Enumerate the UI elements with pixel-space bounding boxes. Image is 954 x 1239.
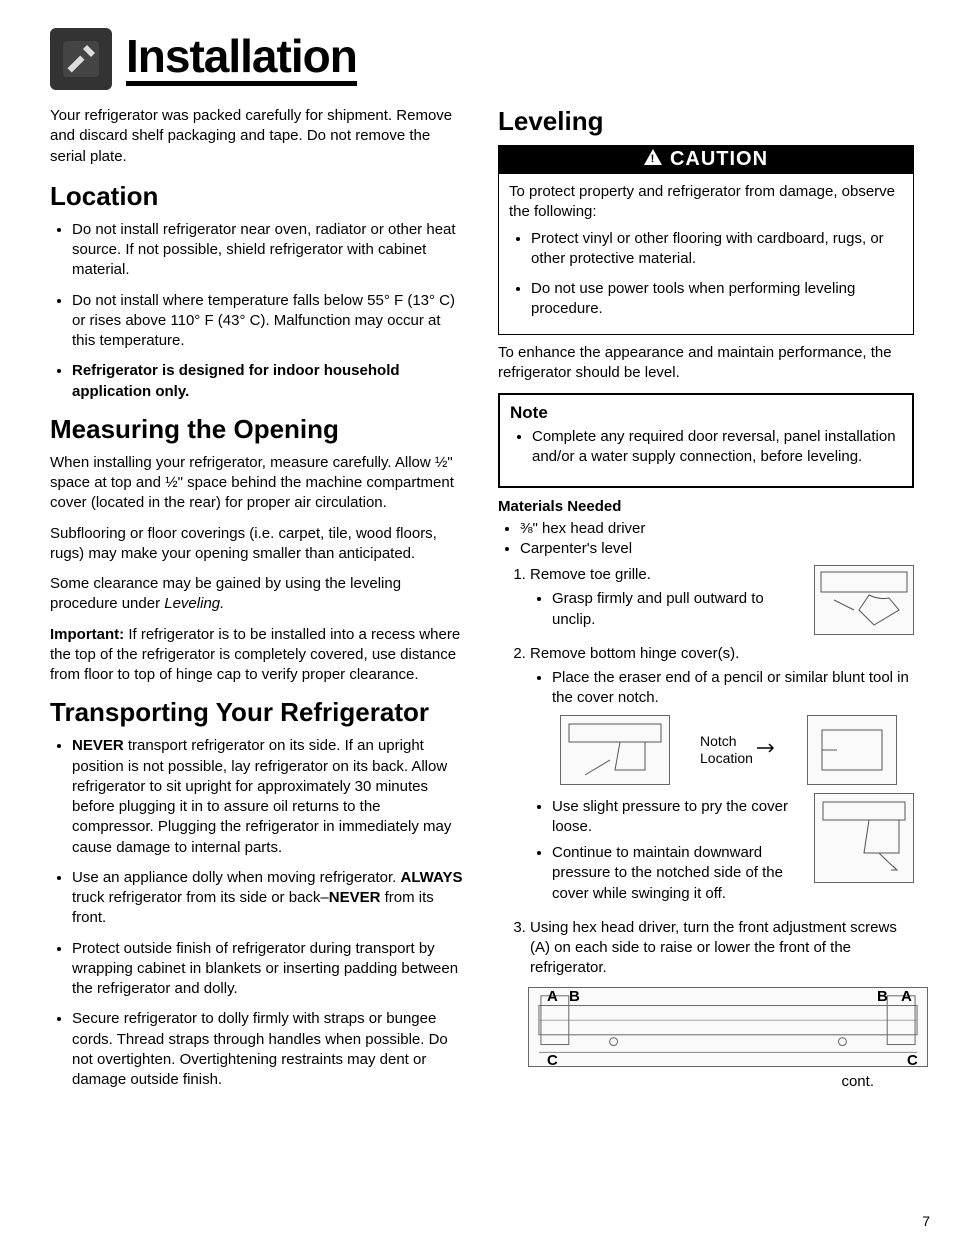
note-box: Note Complete any required door reversal… — [498, 393, 914, 488]
leveling-heading: Leveling — [498, 106, 914, 137]
caution-intro: To protect property and refrigerator fro… — [509, 182, 903, 223]
svg-text:!: ! — [651, 153, 656, 165]
step2-sub1: Place the eraser end of a pencil or simi… — [552, 668, 914, 709]
location-bullet-bold: Refrigerator is designed for indoor hous… — [72, 361, 466, 402]
notch-label: Notch Location — [700, 733, 777, 767]
note-label: Note — [510, 403, 902, 423]
caution-header: ! CAUTION — [498, 145, 914, 174]
right-column: Leveling ! CAUTION To protect property a… — [498, 106, 914, 1100]
measuring-important: Important: If refrigerator is to be inst… — [50, 625, 466, 686]
intro-text: Your refrigerator was packed carefully f… — [50, 106, 466, 167]
measuring-p2: Subflooring or floor coverings (i.e. car… — [50, 524, 466, 565]
transport-heading: Transporting Your Refrigerator — [50, 697, 466, 728]
caution-bullet: Protect vinyl or other flooring with car… — [531, 229, 903, 270]
measuring-heading: Measuring the Opening — [50, 414, 466, 445]
measuring-p3: Some clearance may be gained by using th… — [50, 574, 466, 615]
page-header: Installation — [50, 28, 914, 90]
material-item: ⅜" hex head driver — [520, 519, 914, 539]
hinge-cover-figure-right — [807, 715, 897, 785]
step1-sub: Grasp firmly and pull outward to unclip. — [552, 589, 804, 630]
arrow-right-icon — [757, 741, 777, 758]
location-bullet: Do not install refrigerator near oven, r… — [72, 220, 466, 281]
leveling-after-caution: To enhance the appearance and maintain p… — [498, 343, 914, 384]
measuring-p1: When installing your refrigerator, measu… — [50, 453, 466, 514]
hinge-cover-figure-left — [560, 715, 670, 785]
location-bullets: Do not install refrigerator near oven, r… — [50, 220, 466, 402]
content-columns: Your refrigerator was packed carefully f… — [50, 106, 914, 1100]
note-bullets: Complete any required door reversal, pan… — [510, 427, 902, 468]
cont-label: cont. — [498, 1073, 914, 1090]
hammer-icon — [50, 28, 112, 90]
toe-grille-figure — [814, 565, 914, 635]
materials-label: Materials Needed — [498, 498, 914, 515]
caution-bullet: Do not use power tools when performing l… — [531, 279, 903, 320]
step2-sub3: Continue to maintain downward pressure t… — [552, 843, 804, 904]
transport-bullet: Use an appliance dolly when moving refri… — [72, 868, 466, 929]
note-bullet: Complete any required door reversal, pan… — [532, 427, 902, 468]
step-1: Remove toe grille. Grasp firmly and pull… — [530, 565, 914, 636]
leveling-steps: Remove toe grille. Grasp firmly and pull… — [498, 565, 914, 979]
warning-triangle-icon: ! — [644, 148, 662, 171]
notch-figure-row: Notch Location — [560, 715, 914, 785]
materials-list: ⅜" hex head driver Carpenter's level — [498, 519, 914, 560]
transport-bullet: NEVER transport refrigerator on its side… — [72, 736, 466, 858]
transport-bullet: Protect outside finish of refrigerator d… — [72, 939, 466, 1000]
material-item: Carpenter's level — [520, 539, 914, 559]
page-title: Installation — [126, 33, 357, 86]
page-number: 7 — [922, 1213, 930, 1229]
step-2: Remove bottom hinge cover(s). Place the … — [530, 644, 914, 910]
transport-bullet: Secure refrigerator to dolly firmly with… — [72, 1009, 466, 1090]
adjustment-screws-figure: A B B A C C — [528, 987, 928, 1067]
location-heading: Location — [50, 181, 466, 212]
caution-box: To protect property and refrigerator fro… — [498, 174, 914, 335]
caution-bullets: Protect vinyl or other flooring with car… — [509, 229, 903, 320]
location-bullet: Do not install where temperature falls b… — [72, 291, 466, 352]
step2-sub2: Use slight pressure to pry the cover loo… — [552, 797, 804, 838]
step-3: Using hex head driver, turn the front ad… — [530, 918, 914, 979]
transport-bullets: NEVER transport refrigerator on its side… — [50, 736, 466, 1090]
pry-cover-figure — [814, 793, 914, 883]
left-column: Your refrigerator was packed carefully f… — [50, 106, 466, 1100]
caution-label: CAUTION — [670, 148, 768, 171]
